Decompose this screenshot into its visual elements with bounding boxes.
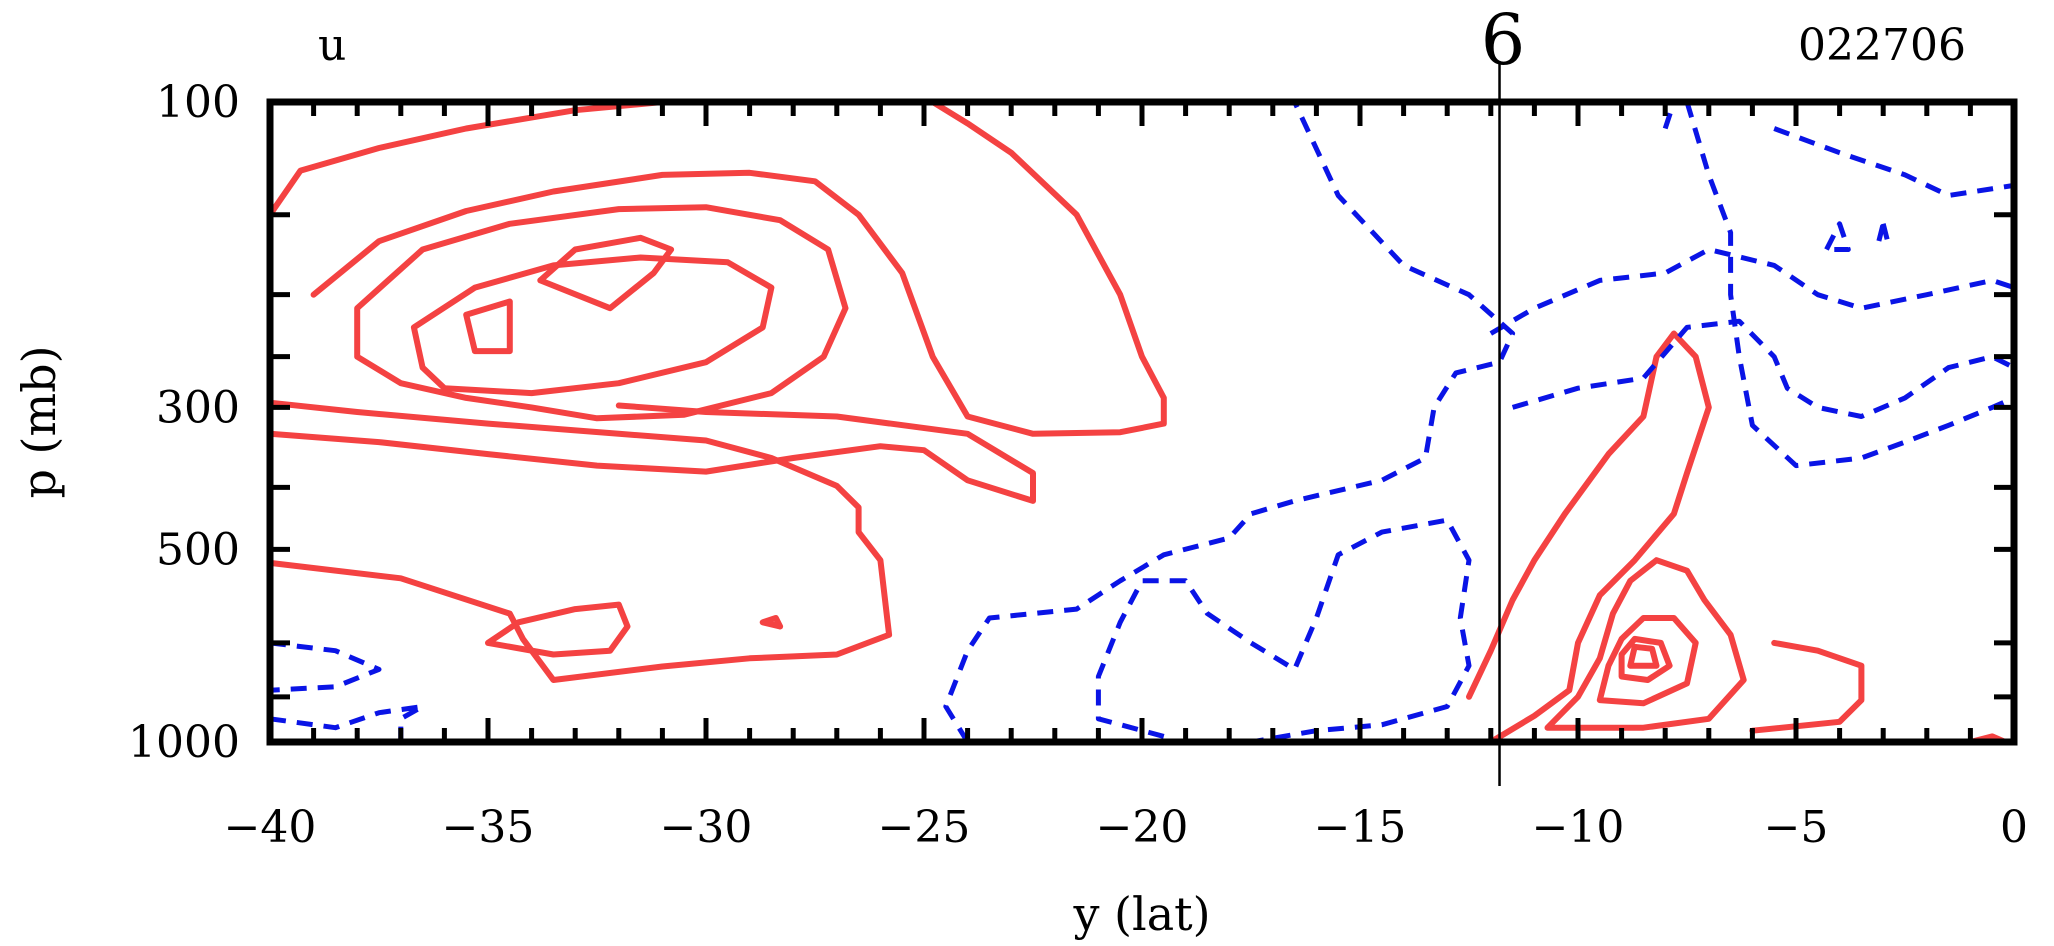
x-tick-label: −30 bbox=[660, 802, 753, 853]
positive-contour-6 bbox=[267, 399, 893, 683]
x-tick-label: −5 bbox=[1764, 802, 1829, 853]
positive-contour-2 bbox=[354, 204, 849, 422]
x-axis-title: y (lat) bbox=[1072, 887, 1210, 941]
plot-frame bbox=[266, 98, 2018, 746]
y-tick-labels: 100 300 500 1000 bbox=[128, 77, 240, 768]
positive-contour-3 bbox=[410, 254, 775, 397]
y-tick-label: 100 bbox=[156, 77, 240, 128]
negative-contour-1 bbox=[269, 704, 426, 742]
negative-contour-5 bbox=[1489, 247, 2015, 336]
negative-contour-9 bbox=[1876, 223, 1891, 244]
x-tick-label: −25 bbox=[878, 802, 971, 853]
positive-contour-1 bbox=[310, 99, 1167, 437]
positive-contour-12 bbox=[1596, 615, 1699, 707]
y-tick-label: 300 bbox=[156, 382, 240, 433]
negative-contour-6 bbox=[1773, 126, 2015, 198]
y-tick-label: 500 bbox=[156, 524, 240, 575]
negative-contour-0 bbox=[269, 640, 382, 693]
positive-contour-11 bbox=[1544, 557, 1747, 731]
x-tick-label: −40 bbox=[224, 802, 317, 853]
positive-contour-15 bbox=[1749, 639, 1865, 734]
negative-contour-3 bbox=[1095, 517, 1472, 745]
x-tick-label: −20 bbox=[1096, 802, 1189, 853]
negative-contour-4 bbox=[1511, 318, 2016, 419]
panel-number: 6 bbox=[1481, 0, 1526, 81]
positive-contour-9 bbox=[759, 615, 784, 630]
negative-contour-8 bbox=[1824, 221, 1851, 252]
x-tick-label: −15 bbox=[1314, 802, 1407, 853]
positive-contour-7 bbox=[267, 402, 1036, 504]
y-axis-title: p (mb) bbox=[12, 345, 66, 498]
positive-contour-14 bbox=[1627, 643, 1660, 669]
positive-contour-4 bbox=[463, 298, 513, 355]
negative-contour-2 bbox=[943, 100, 1516, 744]
positive-contour-10 bbox=[1466, 330, 1712, 745]
y-tick-label: 1000 bbox=[128, 717, 240, 768]
negative-contour-10 bbox=[1662, 101, 1677, 130]
positive-contour-13 bbox=[1618, 635, 1673, 683]
x-tick-labels: −40 −35 −30 −25 −20 −15 −10 −5 0 bbox=[224, 802, 2028, 853]
x-tick-label: −35 bbox=[442, 802, 535, 853]
date-code: 022706 bbox=[1798, 20, 1966, 71]
variable-label: u bbox=[318, 20, 346, 71]
positive-contour-8 bbox=[485, 601, 631, 658]
x-tick-label: 0 bbox=[2000, 802, 2028, 853]
negative-contour-7 bbox=[1684, 101, 2015, 469]
contour-lines bbox=[267, 99, 2016, 745]
x-tick-label: −10 bbox=[1532, 802, 1625, 853]
positive-contour-5 bbox=[537, 234, 675, 312]
positive-contour-0 bbox=[267, 99, 666, 218]
